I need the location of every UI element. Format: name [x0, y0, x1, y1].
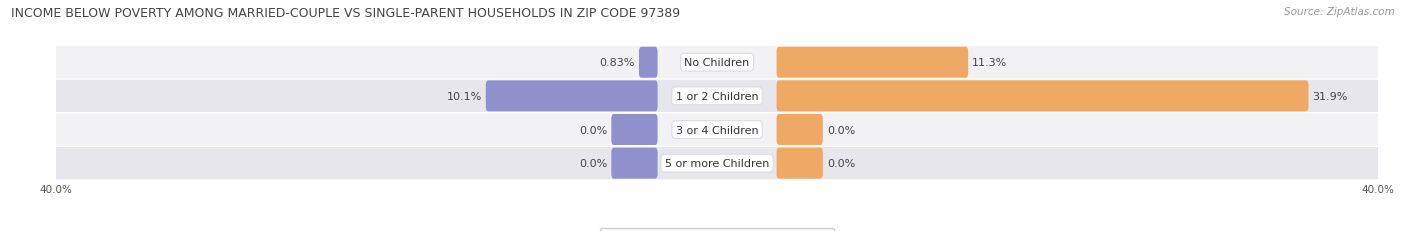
FancyBboxPatch shape: [638, 48, 658, 78]
Text: 11.3%: 11.3%: [973, 58, 1008, 68]
FancyBboxPatch shape: [776, 48, 969, 78]
FancyBboxPatch shape: [776, 148, 823, 179]
Text: Source: ZipAtlas.com: Source: ZipAtlas.com: [1284, 7, 1395, 17]
Text: 0.0%: 0.0%: [579, 125, 607, 135]
Text: 31.9%: 31.9%: [1313, 91, 1348, 101]
Legend: Married Couples, Single Parents: Married Couples, Single Parents: [600, 228, 834, 231]
Text: No Children: No Children: [685, 58, 749, 68]
Text: 1 or 2 Children: 1 or 2 Children: [676, 91, 758, 101]
Text: 10.1%: 10.1%: [446, 91, 482, 101]
Text: 3 or 4 Children: 3 or 4 Children: [676, 125, 758, 135]
FancyBboxPatch shape: [776, 115, 823, 145]
FancyBboxPatch shape: [56, 80, 1378, 112]
FancyBboxPatch shape: [612, 115, 658, 145]
FancyBboxPatch shape: [56, 147, 1378, 179]
Text: INCOME BELOW POVERTY AMONG MARRIED-COUPLE VS SINGLE-PARENT HOUSEHOLDS IN ZIP COD: INCOME BELOW POVERTY AMONG MARRIED-COUPL…: [11, 7, 681, 20]
Text: 0.0%: 0.0%: [579, 158, 607, 168]
FancyBboxPatch shape: [612, 148, 658, 179]
Text: 0.0%: 0.0%: [827, 158, 855, 168]
Text: 5 or more Children: 5 or more Children: [665, 158, 769, 168]
FancyBboxPatch shape: [56, 114, 1378, 146]
FancyBboxPatch shape: [486, 81, 658, 112]
FancyBboxPatch shape: [776, 81, 1309, 112]
FancyBboxPatch shape: [56, 47, 1378, 79]
Text: 0.0%: 0.0%: [827, 125, 855, 135]
Text: 0.83%: 0.83%: [599, 58, 634, 68]
